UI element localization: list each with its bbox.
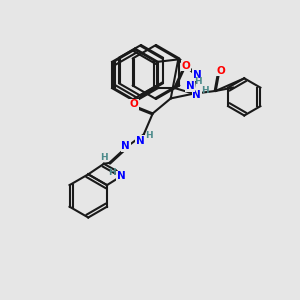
Text: O: O xyxy=(182,61,190,71)
Text: H: H xyxy=(194,77,202,86)
Text: N: N xyxy=(117,171,126,181)
Text: H: H xyxy=(100,153,108,162)
Text: H: H xyxy=(201,86,208,95)
Text: N: N xyxy=(193,90,201,100)
Text: N: N xyxy=(136,136,145,146)
Text: O: O xyxy=(217,66,226,76)
Text: N: N xyxy=(193,70,202,80)
Text: N: N xyxy=(122,141,130,152)
Text: N: N xyxy=(186,81,194,92)
Text: H: H xyxy=(146,131,153,140)
Text: H: H xyxy=(109,168,116,177)
Text: O: O xyxy=(130,99,139,110)
